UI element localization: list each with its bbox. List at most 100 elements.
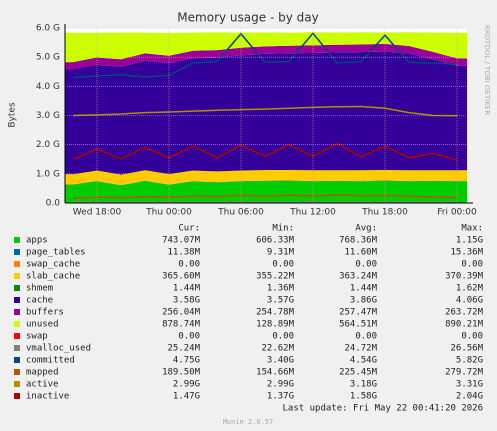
- legend-stat: 4.54G: [350, 356, 377, 366]
- legend-swatch: [14, 345, 20, 351]
- y-tick-label: 0.0: [46, 199, 61, 209]
- legend-swatch: [14, 393, 20, 399]
- chart-title: Memory usage - by day: [177, 11, 318, 25]
- legend-label: unused: [26, 320, 59, 330]
- legend-label: mapped: [26, 368, 59, 378]
- x-tick-label: Thu 18:00: [361, 208, 408, 218]
- version: Munin 2.0.57: [223, 418, 274, 426]
- legend-stat: 1.62M: [456, 284, 484, 294]
- legend-label: inactive: [26, 392, 69, 402]
- legend-stat: 768.36M: [339, 236, 378, 246]
- watermark: RRDTOOL / TOBI OETIKER: [483, 25, 491, 115]
- legend-stat: 2.99G: [267, 380, 294, 390]
- legend-stat: 26.56M: [450, 344, 483, 354]
- legend-stat: 9.31M: [267, 248, 295, 258]
- series-line: [72, 194, 458, 200]
- legend-swatch: [14, 261, 20, 267]
- legend-stat: 11.60M: [344, 248, 377, 258]
- legend-stat: 3.40G: [267, 356, 294, 366]
- legend-swatch: [14, 333, 20, 339]
- legend-label: buffers: [26, 308, 64, 318]
- x-tick-label: Fri 00:00: [437, 208, 477, 218]
- legend-stat: 225.45M: [339, 368, 378, 378]
- legend-stat: 878.74M: [162, 320, 201, 330]
- legend-swatch: [14, 357, 20, 363]
- series-line: [72, 105, 458, 117]
- legend-header: Cur:: [178, 224, 200, 234]
- legend-stat: 564.51M: [339, 320, 378, 330]
- legend-stat: 1.44M: [173, 284, 201, 294]
- legend-stat: 2.04G: [456, 392, 483, 402]
- legend-swatch: [14, 381, 20, 387]
- legend-stat: 0.00: [178, 260, 200, 270]
- legend-label: active: [26, 380, 59, 390]
- legend-stat: 4.75G: [173, 356, 200, 366]
- legend-stat: 365.60M: [162, 272, 201, 282]
- legend-stat: 0.00: [272, 260, 294, 270]
- y-tick-label: 4.0 G: [36, 82, 60, 92]
- legend-stat: 606.33M: [256, 236, 295, 246]
- legend-header: Avg:: [355, 224, 377, 234]
- x-tick-label: Thu 06:00: [217, 208, 264, 218]
- y-tick-label: 5.0 G: [36, 53, 60, 63]
- legend-stat: 4.06G: [456, 296, 483, 306]
- legend-swatch: [14, 237, 20, 243]
- legend-stat: 5.82G: [456, 356, 483, 366]
- x-tick-label: Thu 12:00: [289, 208, 336, 218]
- legend-label: swap_cache: [26, 260, 80, 270]
- legend-stat: 0.00: [461, 260, 483, 270]
- legend-stat: 257.47M: [339, 308, 378, 318]
- legend-swatch: [14, 285, 20, 291]
- legend-label: cache: [26, 296, 53, 306]
- legend-stat: 279.72M: [445, 368, 484, 378]
- legend-stat: 15.36M: [450, 248, 483, 258]
- legend-stat: 254.78M: [256, 308, 295, 318]
- legend-stat: 263.72M: [445, 308, 484, 318]
- legend-swatch: [14, 249, 20, 255]
- series-line: [72, 142, 458, 161]
- legend-stat: 3.31G: [456, 380, 483, 390]
- legend-stat: 1.15G: [456, 236, 483, 246]
- legend-stat: 3.18G: [350, 380, 377, 390]
- legend-stat: 1.44M: [350, 284, 378, 294]
- stacked-area: [65, 43, 467, 70]
- legend-label: shmem: [26, 284, 53, 294]
- legend-stat: 0.00: [355, 332, 377, 342]
- legend-label: swap: [26, 332, 48, 342]
- legend-stat: 0.00: [272, 332, 294, 342]
- legend-stat: 3.57G: [267, 296, 294, 306]
- legend-label: page_tables: [26, 248, 86, 258]
- legend-stat: 363.24M: [339, 272, 378, 282]
- stacked-area: [65, 180, 467, 186]
- legend-stat: 128.89M: [256, 320, 295, 330]
- legend-stat: 11.38M: [167, 248, 200, 258]
- legend-stat: 0.00: [178, 332, 200, 342]
- legend-stat: 1.36M: [267, 284, 295, 294]
- legend-stat: 25.24M: [167, 344, 200, 354]
- stacked-area: [65, 32, 467, 63]
- legend-swatch: [14, 369, 20, 375]
- legend-stat: 743.07M: [162, 236, 201, 246]
- legend-stat: 1.47G: [173, 392, 200, 402]
- series-line: [72, 32, 458, 79]
- legend-stat: 3.86G: [350, 296, 377, 306]
- legend-header: Min:: [272, 224, 294, 234]
- legend-header: Max:: [461, 224, 483, 234]
- x-tick-label: Thu 00:00: [145, 208, 192, 218]
- legend-label: committed: [26, 356, 75, 366]
- y-tick-label: 6.0 G: [36, 24, 60, 34]
- y-tick-label: 2.0 G: [36, 140, 60, 150]
- x-tick-label: Wed 18:00: [73, 208, 122, 218]
- last-update: Last update: Fri May 22 00:41:20 2026: [283, 404, 483, 414]
- legend-stat: 0.00: [355, 260, 377, 270]
- legend-stat: 2.99G: [173, 380, 200, 390]
- legend-label: slab_cache: [26, 272, 80, 282]
- legend-stat: 370.39M: [445, 272, 484, 282]
- y-tick-label: 3.0 G: [36, 111, 60, 121]
- legend-stat: 355.22M: [256, 272, 295, 282]
- legend-label: vmalloc_used: [26, 344, 91, 354]
- legend-stat: 154.66M: [256, 368, 295, 378]
- legend-stat: 1.37G: [267, 392, 294, 402]
- legend-label: apps: [26, 236, 48, 246]
